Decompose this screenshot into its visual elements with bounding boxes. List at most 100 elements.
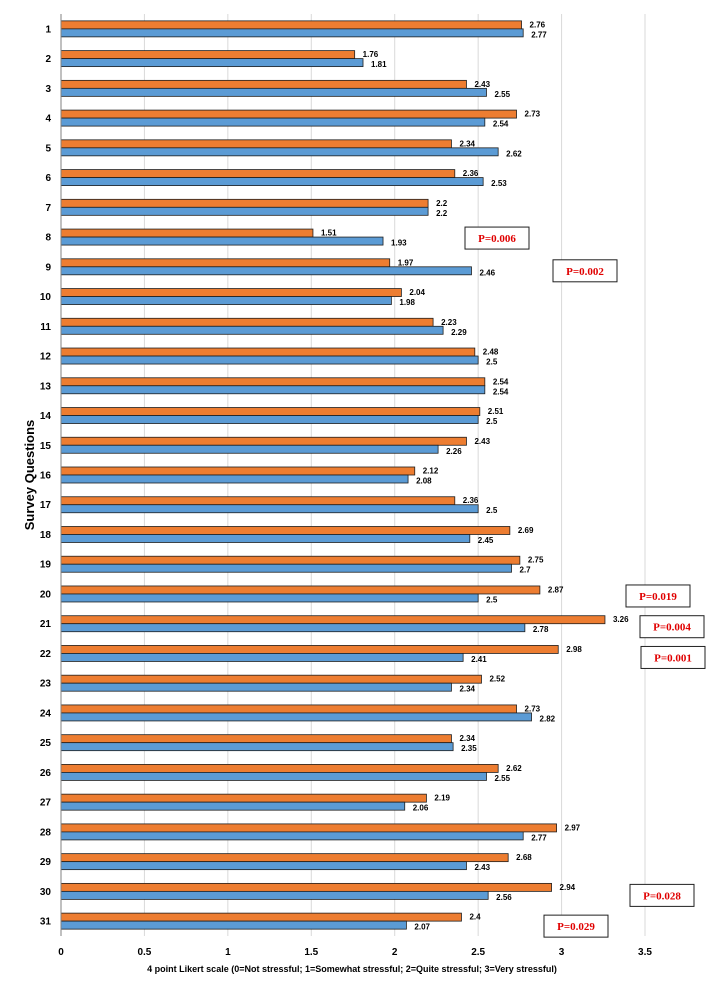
p-value-box-frame xyxy=(543,914,609,938)
data-label-series-1: 2.43 xyxy=(474,437,490,446)
y-tick-label: 3 xyxy=(45,84,51,95)
bar-series-2 xyxy=(60,504,479,514)
bar-series-1 xyxy=(60,526,511,535)
data-label-series-1: 2.69 xyxy=(518,526,534,535)
data-label-series-1: 2.36 xyxy=(463,169,479,178)
data-label-series-1: 2.94 xyxy=(560,883,576,892)
bar-series-2 xyxy=(60,563,512,573)
x-tick-label: 0 xyxy=(58,947,64,958)
data-label-series-1: 2.51 xyxy=(488,407,504,416)
data-label-series-2: 1.98 xyxy=(399,298,415,307)
bar-series-2 xyxy=(60,385,486,395)
bar-series-1 xyxy=(60,317,434,327)
data-label-series-2: 2.07 xyxy=(414,923,430,932)
bar-series-2 xyxy=(60,355,479,365)
bar-series-1 xyxy=(60,734,452,744)
bar-series-1 xyxy=(60,645,559,654)
bar-series-1 xyxy=(60,50,356,60)
y-tick-label: 29 xyxy=(40,857,52,868)
x-tick-label: 2 xyxy=(392,947,398,958)
data-label-series-2: 2.5 xyxy=(486,595,498,604)
data-label-series-2: 2.7 xyxy=(520,566,532,575)
data-label-series-2: 2.26 xyxy=(446,447,462,456)
y-tick-label: 20 xyxy=(40,589,52,600)
y-tick-label: 19 xyxy=(40,560,52,571)
x-axis-title: 4 point Likert scale (0=Not stressful; 1… xyxy=(147,964,557,974)
p-value-box-frame xyxy=(639,615,705,639)
bar-series-1 xyxy=(60,436,467,446)
data-label-series-1: 2.34 xyxy=(459,139,475,148)
bar-series-2 xyxy=(60,742,454,752)
data-label-series-1: 2.43 xyxy=(474,80,490,89)
data-label-series-2: 2.56 xyxy=(496,893,512,902)
x-tick-label: 3.5 xyxy=(638,947,652,958)
y-tick-label: 17 xyxy=(40,500,52,511)
p-value-box: P=0.001 xyxy=(640,645,706,669)
data-label-series-1: 2.98 xyxy=(566,645,582,654)
bar-series-2 xyxy=(60,534,471,543)
data-label-series-1: 2.76 xyxy=(530,20,546,29)
data-label-series-1: 2.73 xyxy=(525,704,541,713)
data-label-series-1: 1.51 xyxy=(321,229,337,238)
data-label-series-2: 2.62 xyxy=(506,149,522,158)
bars xyxy=(60,20,606,930)
data-label-series-1: 2.34 xyxy=(459,734,475,743)
data-label-series-1: 2.19 xyxy=(434,794,450,803)
x-tick-label: 1 xyxy=(225,947,231,958)
data-label-series-2: 2.41 xyxy=(471,655,487,664)
bar-series-2 xyxy=(60,861,467,871)
data-label-series-2: 2.29 xyxy=(451,328,467,337)
p-value-box-frame xyxy=(552,259,618,283)
x-tick-label: 0.5 xyxy=(137,947,151,958)
bar-series-2 xyxy=(60,415,479,424)
y-tick-label: 31 xyxy=(40,917,52,928)
data-label-series-2: 2.5 xyxy=(486,417,498,426)
data-label-series-2: 2.53 xyxy=(491,179,507,188)
data-label-series-1: 2.48 xyxy=(483,348,499,357)
bar-series-2 xyxy=(60,28,524,38)
bar-series-1 xyxy=(60,555,521,565)
y-tick-label: 4 xyxy=(45,114,51,125)
data-label-series-1: 1.76 xyxy=(363,50,379,59)
data-label-series-2: 1.93 xyxy=(391,239,407,248)
bar-series-2 xyxy=(60,177,484,186)
bar-series-1 xyxy=(60,198,429,208)
data-label-series-2: 2.35 xyxy=(461,744,477,753)
bar-series-2 xyxy=(60,87,487,97)
data-label-series-2: 2.5 xyxy=(486,506,498,515)
y-tick-label: 27 xyxy=(40,798,52,809)
p-value-box: P=0.004 xyxy=(639,615,705,639)
y-tick-label: 30 xyxy=(40,887,52,898)
bar-series-2 xyxy=(60,296,392,305)
x-tick-label: 3 xyxy=(559,947,565,958)
y-tick-label: 21 xyxy=(40,619,52,630)
y-tick-label: 28 xyxy=(40,827,52,838)
bar-series-2 xyxy=(60,831,524,841)
data-label-series-2: 2.77 xyxy=(531,30,547,39)
data-label-series-1: 1.97 xyxy=(398,258,414,267)
data-label-series-2: 2.54 xyxy=(493,120,509,129)
bar-series-2 xyxy=(60,444,439,454)
data-label-series-2: 2.77 xyxy=(531,833,547,842)
p-value-text: P=0.029 xyxy=(557,921,595,933)
data-label-series-2: 2.55 xyxy=(494,90,510,99)
p-value-box-frame xyxy=(464,226,530,250)
data-label-series-2: 2.5 xyxy=(486,358,498,367)
y-tick-label: 18 xyxy=(40,530,52,541)
data-label-series-1: 2.73 xyxy=(525,110,541,119)
y-tick-label: 5 xyxy=(45,143,51,154)
x-tick-labels: 0 0.5 1 1.5 2 2.5 3 3.5 xyxy=(58,947,652,958)
bar-series-1 xyxy=(60,823,557,833)
bar-series-2 xyxy=(60,147,499,157)
p-value-box-frame xyxy=(640,645,706,669)
bar-series-2 xyxy=(60,266,472,276)
bar-series-2 xyxy=(60,682,452,692)
p-value-box: P=0.002 xyxy=(552,259,618,283)
bar-series-2 xyxy=(60,712,532,722)
data-label-series-1: 2.62 xyxy=(506,764,522,773)
bar-series-1 xyxy=(60,109,517,119)
bar-series-2 xyxy=(60,593,479,603)
bar-series-1 xyxy=(60,912,462,922)
y-tick-label: 14 xyxy=(40,411,52,422)
